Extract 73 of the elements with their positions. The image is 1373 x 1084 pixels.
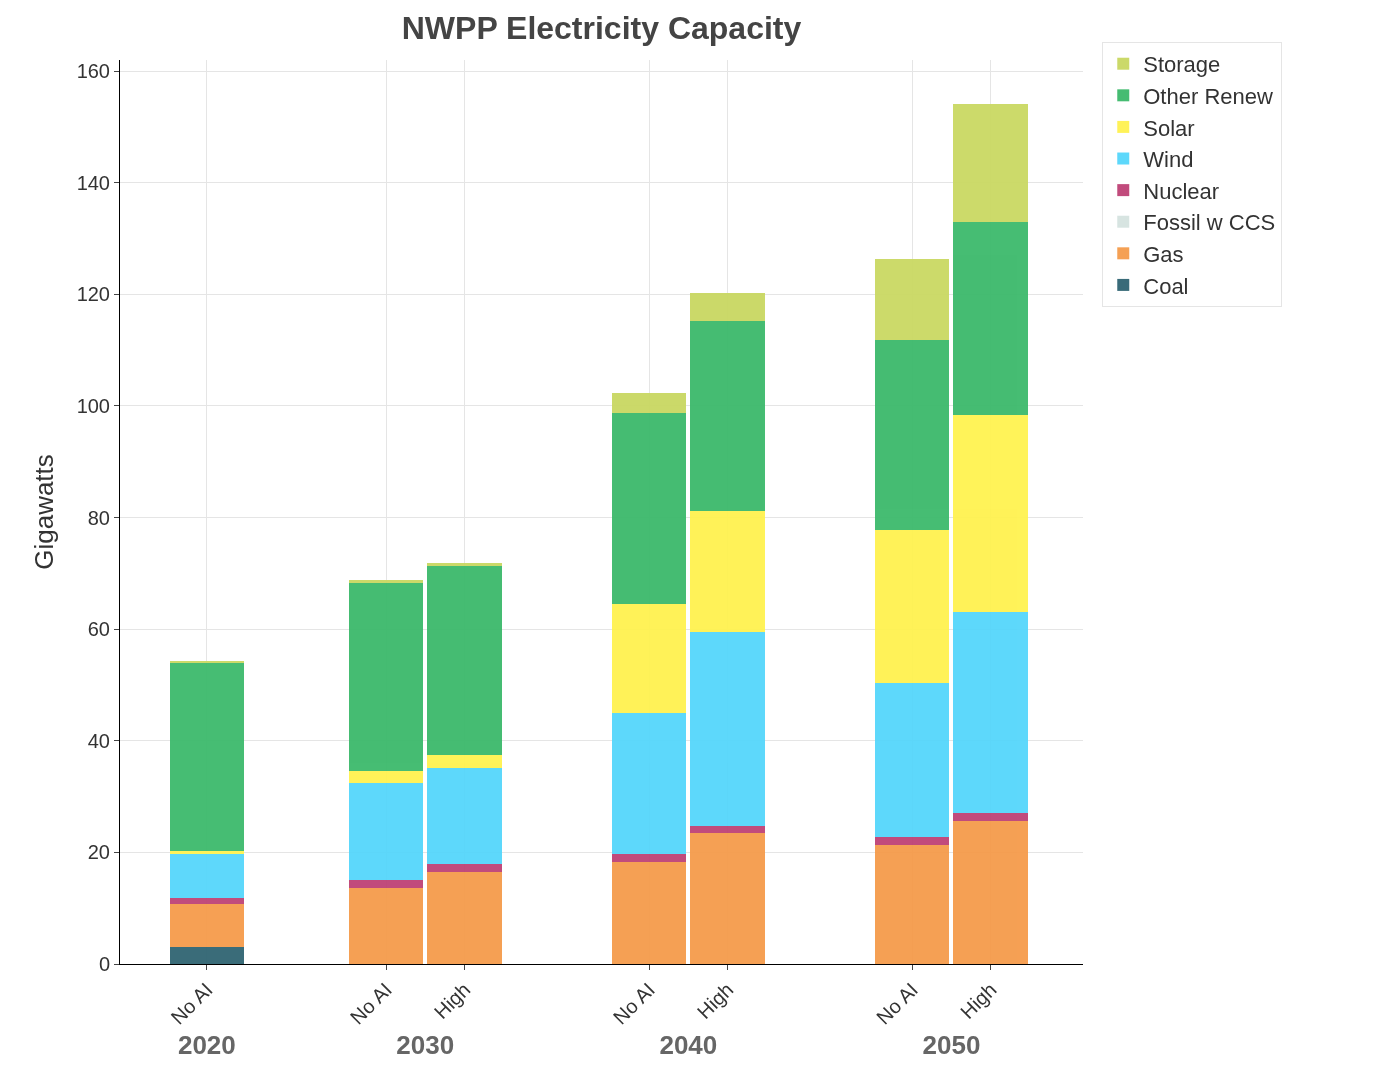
bar (874, 529, 950, 683)
legend-label: Coal (1143, 273, 1189, 299)
bar (690, 292, 765, 321)
bar (611, 862, 687, 964)
bar (874, 258, 950, 340)
bar (953, 611, 1028, 814)
bar (690, 510, 765, 632)
x-axis-title: 2030 (396, 1030, 455, 1061)
bar (169, 662, 245, 852)
bar (348, 783, 424, 881)
y-tick-label: 120 (76, 283, 110, 306)
x-axis-title: 2050 (922, 1030, 981, 1061)
bar (690, 825, 765, 834)
bar (690, 320, 765, 511)
x-tick-label: No AI (608, 978, 660, 1029)
bar (169, 851, 245, 854)
bar (427, 562, 502, 567)
y-tick-label: 40 (87, 729, 110, 752)
legend-label: Wind (1143, 147, 1194, 173)
bar (874, 845, 950, 964)
y-tick-label: 20 (87, 841, 110, 864)
x-tick-label: High (955, 978, 1001, 1023)
y-tick-label: 60 (87, 618, 110, 641)
x-tick-label: No AI (166, 978, 217, 1029)
legend-label: Gas (1143, 241, 1184, 267)
bar (169, 947, 245, 964)
bar (427, 767, 502, 865)
bar (348, 888, 424, 964)
chart-title: NWPP Electricity Capacity (401, 9, 802, 46)
bar (169, 898, 245, 905)
legend-label: Nuclear (1143, 178, 1220, 204)
y-tick-label: 100 (76, 394, 110, 417)
bar (169, 904, 245, 948)
y-tick-label: 140 (76, 171, 110, 194)
bar (874, 837, 950, 846)
bar (690, 833, 765, 964)
y-axis-title: Gigawatts (29, 454, 60, 570)
x-tick-label: High (429, 978, 475, 1023)
y-tick-label: 160 (76, 60, 110, 83)
x-axis-title: 2020 (177, 1030, 236, 1061)
y-tick-label: 0 (98, 953, 110, 975)
legend-label: Storage (1143, 52, 1221, 78)
x-tick-label: High (692, 978, 738, 1023)
bar (953, 221, 1028, 416)
bar (348, 880, 424, 889)
legend-label: Solar (1143, 115, 1195, 141)
bar (348, 580, 424, 583)
bar (953, 415, 1028, 612)
bar (611, 413, 687, 605)
bar (427, 864, 502, 873)
bar (169, 660, 245, 663)
bar (427, 566, 502, 756)
bar (690, 631, 765, 826)
x-axis-title: 2040 (659, 1030, 718, 1061)
bar (348, 771, 424, 784)
bar (427, 755, 502, 768)
bar (874, 682, 950, 838)
bar (611, 854, 687, 863)
bar (611, 712, 687, 855)
y-tick-label: 80 (87, 506, 110, 529)
bar (953, 104, 1028, 222)
bar (611, 392, 687, 414)
bar (169, 853, 245, 899)
bar (427, 872, 502, 964)
bar (953, 821, 1028, 964)
legend-label: Fossil w CCS (1143, 210, 1276, 236)
x-tick-label: No AI (871, 978, 923, 1029)
bar (953, 813, 1028, 822)
bar (611, 604, 687, 713)
x-tick-label: No AI (345, 978, 396, 1029)
legend-label: Other Renew (1143, 83, 1273, 109)
bar (348, 582, 424, 772)
bar (874, 339, 950, 530)
